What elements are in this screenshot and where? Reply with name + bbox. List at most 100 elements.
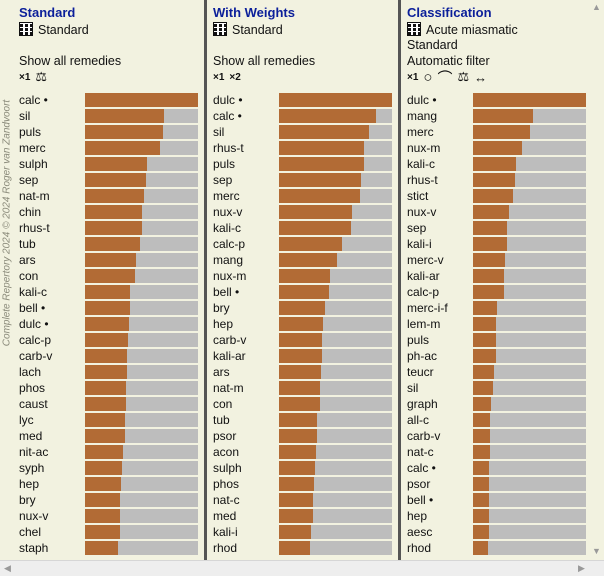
remedy-row[interactable]: sep <box>213 172 396 188</box>
scroll-down-icon[interactable]: ▼ <box>592 546 601 556</box>
remedy-row[interactable]: sep <box>407 220 587 236</box>
remedy-row[interactable]: ph-ac <box>407 348 587 364</box>
panel-title[interactable]: Classification <box>407 5 492 20</box>
remedy-row[interactable]: graph <box>407 396 587 412</box>
remedy-name[interactable]: nat-m <box>19 189 50 203</box>
remedy-name[interactable]: kali-i <box>213 525 238 539</box>
remedy-row[interactable]: merc <box>19 140 202 156</box>
remedy-name[interactable]: kali-c <box>213 221 242 235</box>
remedy-row[interactable]: kali-c <box>213 220 396 236</box>
remedy-name[interactable]: kali-c <box>19 285 48 299</box>
remedy-name[interactable]: bell • <box>19 301 46 315</box>
multiplier-x1-icon[interactable]: ×1 <box>19 71 31 83</box>
remedy-row[interactable]: syph <box>19 460 202 476</box>
remedy-row[interactable]: kali-ar <box>407 268 587 284</box>
remedy-row[interactable]: merc-v <box>407 252 587 268</box>
remedy-row[interactable]: lyc <box>19 412 202 428</box>
remedy-row[interactable]: bell • <box>213 284 396 300</box>
remedy-name[interactable]: aesc <box>407 525 433 539</box>
remedy-row[interactable]: calc-p <box>19 332 202 348</box>
remedy-row[interactable]: dulc • <box>19 316 202 332</box>
remedy-row[interactable]: kali-ar <box>213 348 396 364</box>
remedy-row[interactable]: nit-ac <box>19 444 202 460</box>
remedy-row[interactable]: stict <box>407 188 587 204</box>
panel-title[interactable]: With Weights <box>213 5 295 20</box>
remedy-row[interactable]: bry <box>213 300 396 316</box>
arrows-icon[interactable]: ↔ <box>474 69 488 85</box>
remedy-row[interactable]: carb-v <box>19 348 202 364</box>
remedy-name[interactable]: phos <box>213 477 240 491</box>
remedy-row[interactable]: puls <box>19 124 202 140</box>
remedy-row[interactable]: sil <box>407 380 587 396</box>
remedy-name[interactable]: nat-c <box>407 445 434 459</box>
remedy-name[interactable]: calc-p <box>19 333 52 347</box>
remedy-name[interactable]: lyc <box>19 413 34 427</box>
remedy-name[interactable]: rhod <box>407 541 432 555</box>
remedy-row[interactable]: merc <box>407 124 587 140</box>
remedy-name[interactable]: staph <box>19 541 49 555</box>
remedy-row[interactable]: dulc • <box>213 92 396 108</box>
remedy-name[interactable]: dulc • <box>19 317 49 331</box>
remedy-name[interactable]: tub <box>19 237 36 251</box>
filter-option[interactable]: Show all remedies <box>213 54 316 68</box>
remedy-name[interactable]: carb-v <box>19 349 53 363</box>
remedy-name[interactable]: hep <box>407 509 428 523</box>
method-selector[interactable]: Acute miasmatic <box>407 22 518 37</box>
remedy-row[interactable]: con <box>213 396 396 412</box>
remedy-name[interactable]: dulc • <box>407 93 437 107</box>
remedy-row[interactable]: calc-p <box>407 284 587 300</box>
remedy-name[interactable]: ars <box>213 365 230 379</box>
multiplier-x1-icon[interactable]: ×1 <box>213 71 225 83</box>
remedy-row[interactable]: nux-v <box>407 204 587 220</box>
remedy-name[interactable]: caust <box>19 397 48 411</box>
remedy-row[interactable]: tub <box>213 412 396 428</box>
remedy-row[interactable]: hep <box>407 508 587 524</box>
panel-with-weights[interactable]: With Weights Standard Show all remedies … <box>213 0 396 560</box>
remedy-name[interactable]: bell • <box>407 493 434 507</box>
remedy-name[interactable]: rhus-t <box>19 221 50 235</box>
remedy-row[interactable]: nat-c <box>407 444 587 460</box>
horizontal-scrollbar[interactable]: ◀ ▶ <box>0 560 604 576</box>
remedy-row[interactable]: rhus-t <box>407 172 587 188</box>
remedy-row[interactable]: lach <box>19 364 202 380</box>
remedy-name[interactable]: chin <box>19 205 42 219</box>
remedy-name[interactable]: sulph <box>19 157 48 171</box>
remedy-row[interactable]: psor <box>407 476 587 492</box>
remedy-name[interactable]: puls <box>19 125 42 139</box>
remedy-name[interactable]: nux-v <box>407 205 437 219</box>
remedy-name[interactable]: ars <box>19 253 36 267</box>
filter-option[interactable]: Show all remedies <box>19 54 122 68</box>
secondary-method[interactable]: Standard <box>407 38 458 52</box>
remedy-name[interactable]: bry <box>19 493 36 507</box>
remedy-row[interactable]: chin <box>19 204 202 220</box>
remedy-row[interactable]: merc-i-f <box>407 300 587 316</box>
remedy-name[interactable]: rhus-t <box>213 141 244 155</box>
remedy-name[interactable]: con <box>19 269 39 283</box>
remedy-row[interactable]: rhus-t <box>213 140 396 156</box>
remedy-row[interactable]: carb-v <box>407 428 587 444</box>
remedy-row[interactable]: calc • <box>213 108 396 124</box>
remedy-name[interactable]: acon <box>213 445 240 459</box>
panel-title[interactable]: Standard <box>19 5 76 20</box>
remedy-name[interactable]: kali-c <box>407 157 436 171</box>
remedy-row[interactable]: carb-v <box>213 332 396 348</box>
remedy-row[interactable]: nat-m <box>19 188 202 204</box>
remedy-name[interactable]: calc • <box>213 109 242 123</box>
remedy-name[interactable]: mang <box>213 253 244 267</box>
remedy-row[interactable]: bry <box>19 492 202 508</box>
scale-icon[interactable]: ⚖ <box>457 69 470 84</box>
remedy-name[interactable]: med <box>213 509 237 523</box>
remedy-name[interactable]: calc-p <box>407 285 440 299</box>
remedy-name[interactable]: calc • <box>19 93 48 107</box>
remedy-row[interactable]: all-c <box>407 412 587 428</box>
remedy-name[interactable]: chel <box>19 525 42 539</box>
method-selector[interactable]: Standard <box>213 22 283 37</box>
remedy-row[interactable]: puls <box>407 332 587 348</box>
remedy-row[interactable]: hep <box>19 476 202 492</box>
vertical-scrollbar[interactable]: ▲ ▼ <box>587 0 604 560</box>
remedy-name[interactable]: phos <box>19 381 46 395</box>
remedy-row[interactable]: nux-v <box>19 508 202 524</box>
remedy-name[interactable]: puls <box>407 333 430 347</box>
remedy-name[interactable]: hep <box>213 317 234 331</box>
remedy-name[interactable]: sep <box>213 173 233 187</box>
